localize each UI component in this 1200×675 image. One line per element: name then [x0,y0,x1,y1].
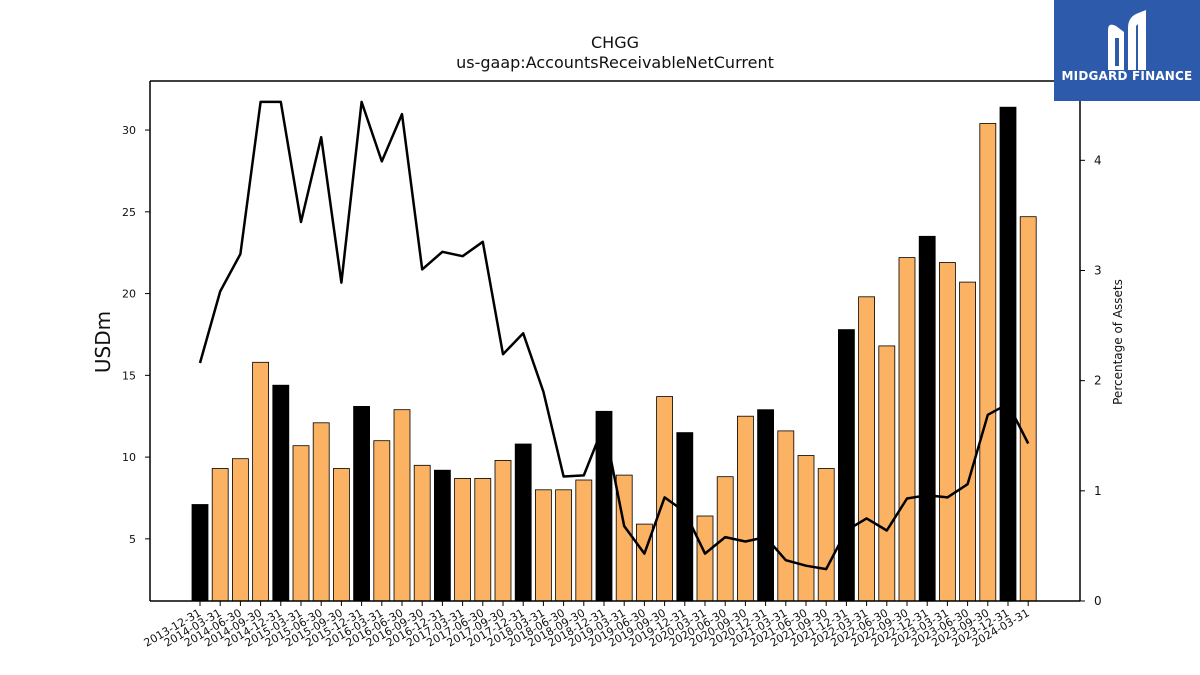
bar-2016-12-31 [433,469,451,602]
bar-2021-03-31 [777,430,795,602]
bar-2015-06-30 [312,422,330,602]
bar-2016-03-31 [373,440,391,602]
bar-2017-12-31 [514,443,532,602]
axes: 51015202530012342013-12-312014-03-312014… [122,80,1102,650]
bar-2022-06-30 [878,345,896,602]
bar-2014-09-30 [252,361,270,602]
y2-tick-label: 0 [1094,594,1102,608]
percentage-line [198,100,1030,571]
bar-2023-09-30 [979,123,997,602]
bar-2017-09-30 [494,459,512,602]
midgard-finance-logo: MIDGARD FINANCE [1054,0,1200,101]
bar-2021-06-30 [797,455,815,602]
bar-2016-09-30 [413,464,431,602]
bar-2015-12-31 [353,405,371,602]
bar-2014-06-30 [231,458,249,602]
y2-tick-label: 4 [1094,153,1102,167]
bar-2022-12-31 [918,235,936,602]
y-tick-label: 5 [129,533,136,546]
bar-2015-03-31 [292,445,310,602]
chart-subtitle: us-gaap:AccountsReceivableNetCurrent [456,53,774,72]
bar-2018-09-30 [575,479,593,602]
y-tick-label: 25 [122,206,136,219]
bar-2017-06-30 [474,477,492,602]
bar-2023-03-31 [939,262,956,602]
midgard-logo-icon [1108,10,1146,70]
y2-tick-label: 3 [1094,263,1102,277]
bar-2024-03-31 [1019,216,1037,602]
y-tick-label: 15 [122,369,136,382]
logo-text: MIDGARD FINANCE [1061,69,1193,83]
bar-2014-12-31 [272,384,290,602]
bar-2020-03-31 [696,515,714,602]
y2-tick-label: 2 [1094,374,1102,388]
bar-2023-12-31 [999,106,1017,602]
bar-2015-09-30 [332,468,350,602]
bar-2020-09-30 [737,415,754,602]
bar-2013-12-31 [191,504,209,602]
bar-2020-12-31 [757,409,774,602]
y-tick-label: 10 [122,451,136,464]
bar-2022-03-31 [858,296,875,602]
bar-2014-03-31 [211,468,229,602]
bar-2018-03-31 [535,489,552,602]
chart-title: CHGG [591,33,639,52]
bar-2021-09-30 [817,468,835,602]
y-tick-label: 20 [122,288,136,301]
y-axis-label: USDm [91,311,115,373]
bar-2021-12-31 [838,329,855,602]
y-tick-label: 30 [122,124,136,137]
bar-2016-06-30 [393,409,411,602]
bar-2023-06-30 [959,281,976,602]
bar-series [191,106,1037,602]
bar-2017-03-31 [454,477,472,602]
y2-axis-label: Percentage of Assets [1111,279,1125,405]
y2-tick-label: 1 [1094,484,1102,498]
bar-2018-06-30 [555,489,572,602]
bar-2022-09-30 [898,257,916,602]
bar-2019-12-31 [676,432,694,602]
